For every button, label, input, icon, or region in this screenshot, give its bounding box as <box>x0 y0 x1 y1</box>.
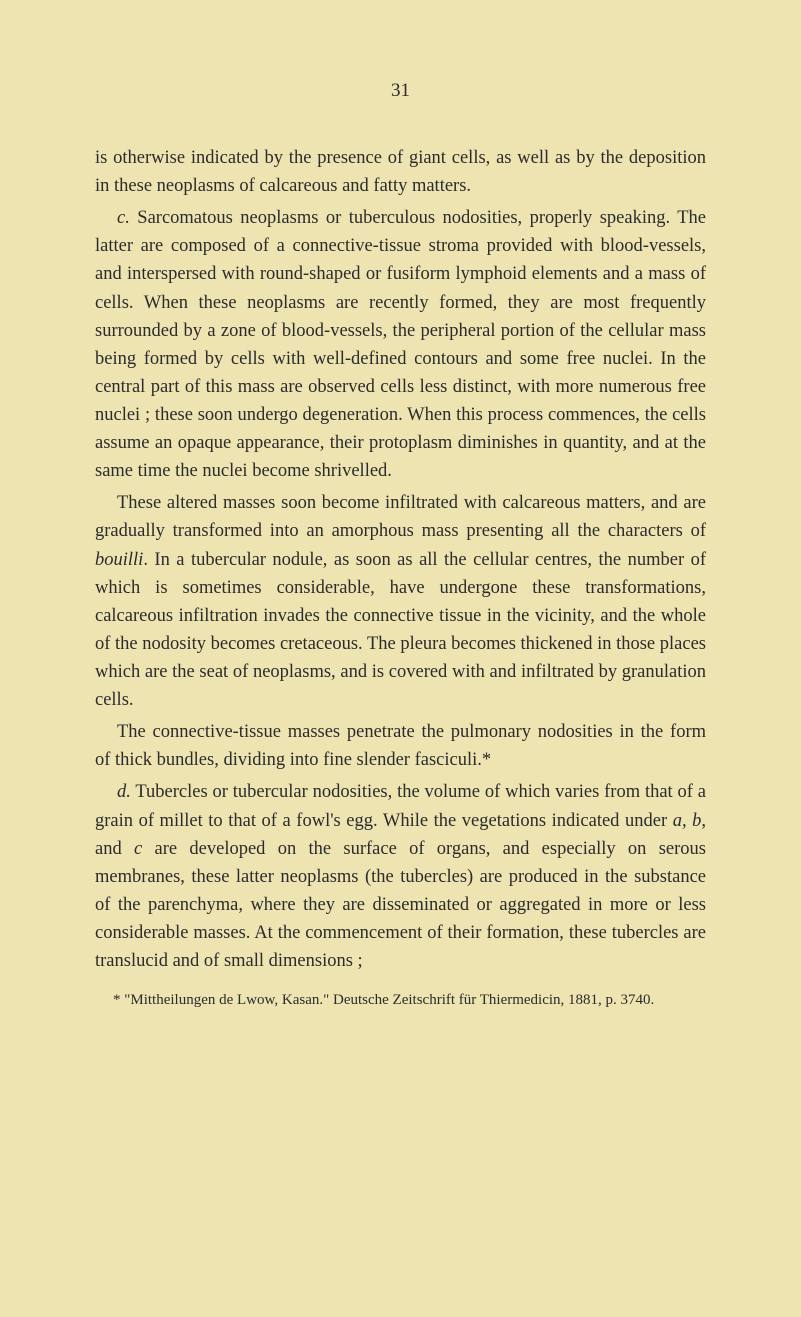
footnote: * "Mittheilungen de Lwow, Kasan." Deutsc… <box>95 989 706 1012</box>
page-number: 31 <box>95 80 706 102</box>
paragraph: c. Sarcomatous neoplasms or tuberculous … <box>95 204 706 485</box>
paragraph: The connective-tissue masses penetrate t… <box>95 718 706 774</box>
paragraph: These altered masses soon become infiltr… <box>95 489 706 714</box>
paragraph: is otherwise indicated by the presence o… <box>95 144 706 200</box>
paragraph: d. Tubercles or tubercular nodosities, t… <box>95 778 706 975</box>
page-content: is otherwise indicated by the presence o… <box>95 144 706 975</box>
